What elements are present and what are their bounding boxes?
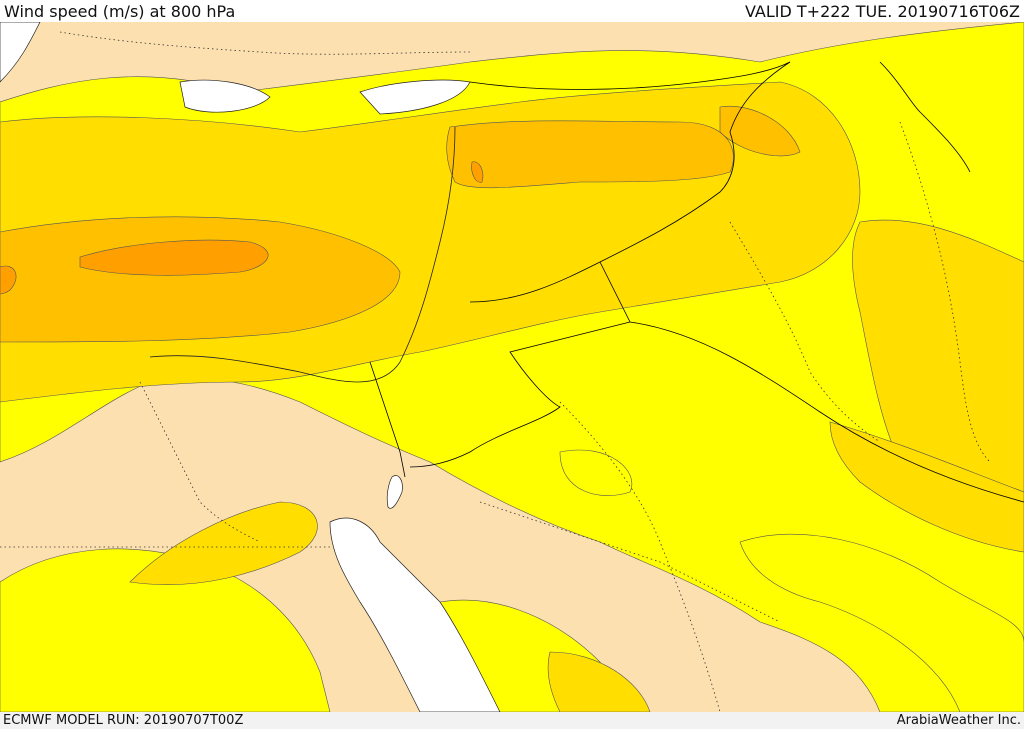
footer-bar: ECMWF MODEL RUN: 20190707T00Z ArabiaWeat…	[0, 712, 1024, 729]
dotted-border-7	[479, 501, 781, 623]
coastline-levant	[149, 126, 456, 383]
band-orange	[79, 239, 269, 276]
water-gap-anatolia	[179, 79, 271, 113]
band-orange-west	[0, 265, 17, 295]
gulf-of-aqaba	[386, 475, 403, 509]
band-amber-levant	[446, 120, 734, 189]
map-title: Wind speed (m/s) at 800 hPa	[4, 1, 236, 21]
wind-speed-map	[0, 22, 1024, 712]
map-area[interactable]	[0, 22, 1024, 712]
band-gold-se	[829, 421, 1024, 553]
valid-time: VALID T+222 TUE. 20190716T06Z	[744, 1, 1020, 21]
border-line-2	[469, 61, 791, 303]
band-yellow-east	[559, 449, 633, 496]
band-amber	[0, 216, 401, 343]
band-gold-sw	[129, 501, 318, 585]
dotted-border-3	[559, 401, 721, 712]
border-line-1	[469, 61, 791, 90]
border-line-4	[629, 321, 1024, 503]
band-yellow-se	[739, 533, 1024, 712]
border-line-6	[879, 61, 971, 173]
red-sea	[329, 517, 501, 712]
dotted-border-6	[899, 121, 991, 463]
band-amber-ne	[719, 105, 801, 157]
dotted-border-4	[729, 221, 881, 443]
header-bar: Wind speed (m/s) at 800 hPa VALID T+222 …	[0, 0, 1024, 22]
band-gold-south	[547, 651, 651, 712]
border-line-3	[409, 261, 631, 468]
water-gap-anatolia-2	[359, 79, 471, 115]
aegean-water	[0, 22, 41, 83]
border-line-5	[369, 361, 406, 478]
credit: ArabiaWeather Inc.	[896, 713, 1021, 728]
band-orange-levant	[471, 161, 484, 183]
model-run: ECMWF MODEL RUN: 20190707T00Z	[3, 713, 244, 728]
